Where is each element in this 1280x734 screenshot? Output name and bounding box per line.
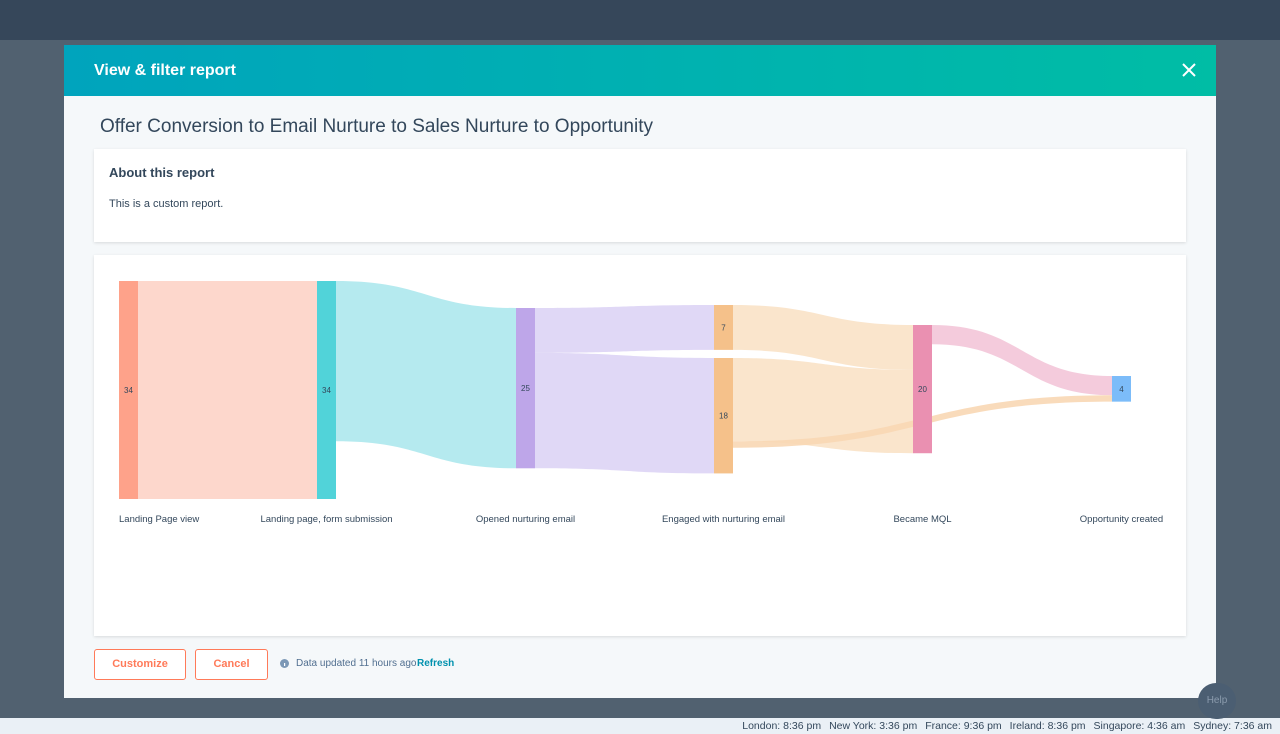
sankey-node: [1112, 376, 1131, 402]
app-nav: [0, 0, 1280, 40]
sankey-link: [535, 305, 714, 353]
node-value-label: 25: [521, 384, 530, 393]
chart-card: 34 34 25 7 18 20 4 Landing Page view Landing pag…: [94, 255, 1186, 636]
modal: View & filter report Offer Conversion to…: [64, 45, 1216, 698]
sankey-node: [516, 308, 535, 469]
column-label: Opportunity created: [1080, 514, 1163, 525]
info-icon: [280, 659, 289, 668]
sankey-node: [317, 281, 336, 499]
clock: Singapore: 4:36 am: [1093, 720, 1186, 732]
status-text: Data updated 11 hours ago: [296, 658, 417, 669]
node-value-label: 7: [721, 323, 726, 332]
sankey-link: [932, 325, 1112, 396]
sankey-node: [119, 281, 138, 499]
node-value-label: 34: [124, 386, 133, 395]
about-card: About this report This is a custom repor…: [94, 149, 1186, 242]
clock: Ireland: 8:36 pm: [1009, 720, 1086, 732]
help-button[interactable]: Help: [1198, 683, 1236, 719]
node-value-label: 18: [719, 412, 728, 421]
sankey-node: [714, 305, 733, 350]
cancel-button[interactable]: Cancel: [195, 649, 268, 680]
sankey-chart: 34 34 25 7 18 20 4 Landing Page view Landing pag…: [119, 281, 1163, 525]
clock: New York: 3:36 pm: [829, 720, 918, 732]
about-text: This is a custom report.: [109, 198, 224, 210]
about-heading: About this report: [109, 165, 215, 180]
node-value-label: 4: [1119, 385, 1124, 394]
column-label: Engaged with nurturing email: [662, 514, 785, 525]
sankey-link: [733, 358, 913, 454]
modal-header: View & filter report: [64, 45, 1216, 96]
node-value-label: 34: [322, 386, 331, 395]
sankey-node: [714, 358, 733, 474]
column-label: Landing Page view: [119, 514, 199, 525]
close-button[interactable]: [1180, 61, 1198, 79]
sankey-link: [138, 281, 317, 499]
sankey-link: [733, 305, 913, 370]
column-label: Became MQL: [893, 514, 951, 525]
sankey-link: [535, 352, 714, 474]
clock: France: 9:36 pm: [925, 720, 1002, 732]
modal-title: View & filter report: [94, 62, 236, 79]
sankey-node: [913, 325, 932, 454]
customize-button[interactable]: Customize: [94, 649, 186, 680]
report-title: Offer Conversion to Email Nurture to Sal…: [100, 116, 654, 137]
node-value-label: 20: [918, 385, 927, 394]
refresh-link[interactable]: Refresh: [417, 658, 455, 669]
column-label: Landing page, form submission: [260, 514, 392, 525]
clock-bar: London: 8:36 pm New York: 3:36 pm France: …: [0, 718, 1280, 734]
sankey-link: [336, 281, 516, 469]
clock: Sydney: 7:36 am: [1193, 720, 1272, 732]
column-label: Opened nurturing email: [476, 514, 575, 525]
clock: London: 8:36 pm: [742, 720, 822, 732]
